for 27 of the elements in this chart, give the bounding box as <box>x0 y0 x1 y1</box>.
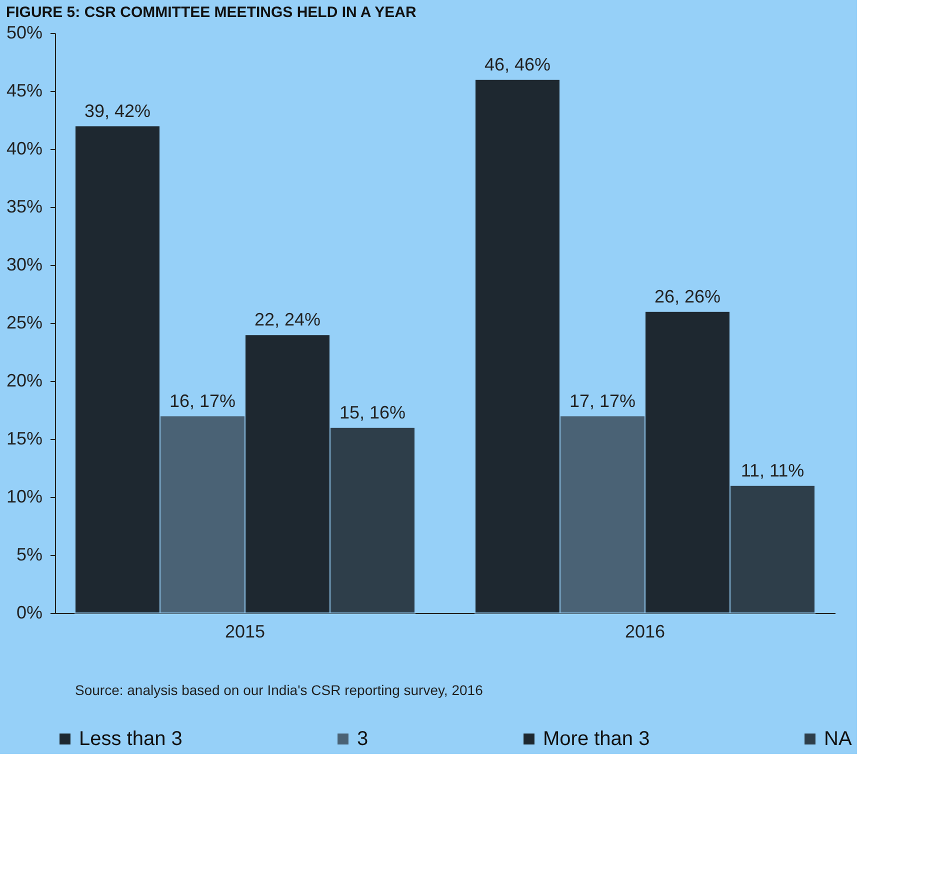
y-tick-label: 30% <box>6 254 42 274</box>
data-label: 16, 17% <box>169 390 236 411</box>
y-tick-label: 35% <box>6 196 42 216</box>
y-tick-label: 20% <box>6 370 42 390</box>
data-label: 39, 42% <box>84 100 151 121</box>
source-note: Source: analysis based on our India's CSR reporting survey, 2016 <box>75 682 484 698</box>
y-tick-label: 45% <box>6 80 42 100</box>
data-label: 15, 16% <box>339 402 406 422</box>
data-label: 26, 26% <box>654 286 721 306</box>
chart-title: FIGURE 5: CSR COMMITTEE MEETINGS HELD IN A YEAR <box>6 4 416 21</box>
data-label: 22, 24% <box>254 310 321 330</box>
y-tick-label: 25% <box>6 312 42 332</box>
y-tick-label: 15% <box>6 428 42 448</box>
legend-label: 3 <box>357 728 368 750</box>
legend-label: More than 3 <box>543 728 650 750</box>
y-tick-label: 5% <box>16 544 42 564</box>
data-label: 17, 17% <box>569 390 636 411</box>
legend-label: NA <box>824 728 852 750</box>
x-tick-label: 2016 <box>624 622 666 642</box>
data-label: 11, 11% <box>740 460 804 480</box>
y-tick-label: 50% <box>6 22 42 42</box>
y-tick-label: 10% <box>6 486 42 506</box>
x-tick-label: 2015 <box>224 622 266 642</box>
y-tick-label: 0% <box>16 602 42 622</box>
y-tick-label: 40% <box>6 138 42 158</box>
data-label: 46, 46% <box>484 54 551 74</box>
legend-label: Less than 3 <box>79 728 182 750</box>
